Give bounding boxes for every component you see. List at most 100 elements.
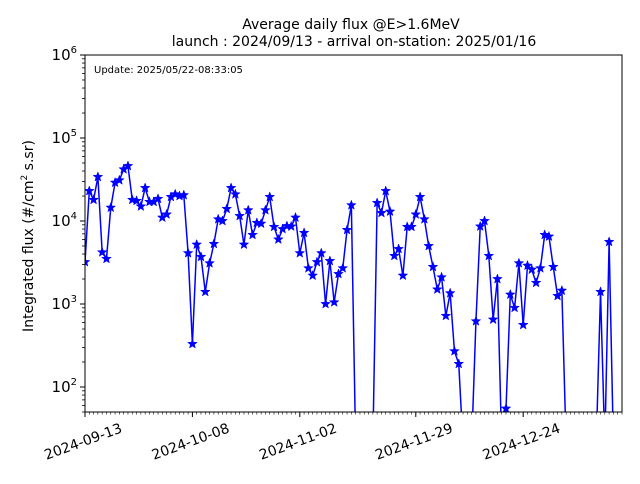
x-tick-label: 2024-11-02 — [257, 421, 339, 464]
series-segment — [330, 261, 334, 302]
x-axis: 2024-09-13 2024-10-08 2024-11-02 2024-11-29… — [42, 412, 622, 464]
data-point-marker — [467, 440, 477, 449]
data-point-marker — [390, 251, 400, 260]
data-point-marker — [433, 284, 443, 293]
data-point-marker — [89, 195, 99, 204]
y-tick-label-exponent: 5 — [71, 128, 77, 139]
series-segment — [326, 261, 330, 304]
series-segment — [270, 197, 274, 227]
data-point-marker — [351, 440, 361, 449]
series-segment — [244, 210, 248, 244]
series-segment — [390, 212, 394, 256]
series-segment — [497, 279, 501, 445]
y-tick-label-base: 10 — [52, 378, 71, 396]
series-segment — [351, 205, 355, 445]
series-segment — [459, 364, 463, 445]
series-segment — [106, 208, 110, 259]
data-point-marker — [510, 303, 520, 312]
y-tick-label-base: 10 — [52, 129, 71, 147]
series-segment — [184, 195, 188, 253]
series-segment — [519, 263, 523, 325]
series-segment — [562, 291, 566, 445]
data-point-marker — [321, 299, 331, 308]
y-tick-label-exponent: 6 — [71, 45, 77, 56]
series-segment — [549, 237, 553, 267]
series-segment — [472, 321, 476, 445]
data-point-marker — [295, 248, 305, 257]
series-segment — [343, 230, 347, 268]
y-tick-label-exponent: 4 — [71, 211, 77, 222]
series-segment — [609, 242, 613, 445]
data-point-marker — [188, 339, 198, 348]
data-point-marker — [248, 230, 258, 239]
data-point-marker — [308, 271, 318, 280]
series-segment — [128, 166, 132, 200]
data-point-marker — [222, 204, 232, 213]
chart-subtitle: launch : 2024/09/13 - arrival on-station… — [172, 34, 537, 50]
data-point-marker — [531, 278, 541, 287]
series-segment — [424, 219, 428, 246]
marker-layer — [80, 161, 618, 449]
y-tick-label-exponent: 3 — [71, 294, 77, 305]
x-tick-label: 2024-10-08 — [150, 421, 232, 464]
series-segment — [98, 177, 102, 252]
data-point-marker — [201, 287, 211, 296]
series-segment — [540, 235, 544, 268]
data-point-marker — [97, 247, 107, 256]
y-tick-label: 102 — [52, 377, 77, 396]
series-segment — [485, 221, 489, 256]
update-note: Update: 2025/05/22-08:33:05 — [94, 65, 243, 76]
data-point-marker — [518, 320, 528, 329]
series-segment — [605, 242, 609, 445]
series-segment — [321, 253, 325, 304]
y-axis-label: Integrated flux (#/cm2 s.sr) — [20, 140, 37, 332]
y-axis-label-tail: s.sr) — [21, 140, 37, 175]
series-segment — [442, 277, 446, 316]
data-point-marker — [450, 346, 460, 355]
data-point-marker — [536, 263, 546, 272]
series-segment — [523, 266, 527, 325]
series-segment — [403, 227, 407, 276]
data-point-marker — [411, 209, 421, 218]
series-segment — [489, 256, 493, 320]
y-tick-label: 106 — [52, 45, 77, 64]
data-point-marker — [274, 234, 284, 243]
data-point-marker — [239, 240, 249, 249]
y-tick-label: 105 — [52, 128, 77, 147]
y-tick-label-base: 10 — [52, 46, 71, 64]
y-axis-label-main: Integrated flux (#/cm — [21, 181, 37, 332]
x-tick-label: 2024-12-24 — [481, 421, 563, 464]
series-segment — [601, 292, 605, 445]
series-segment — [85, 191, 89, 262]
data-point-marker — [304, 263, 314, 272]
data-point-marker — [377, 208, 387, 217]
data-point-marker — [261, 205, 271, 214]
x-tick-label: 2024-09-13 — [42, 421, 124, 464]
x-tick-label: 2024-11-29 — [373, 421, 455, 464]
data-point-marker — [600, 440, 610, 449]
data-point-marker — [312, 257, 322, 266]
y-tick-label: 104 — [52, 211, 77, 230]
series-segment — [493, 279, 497, 320]
series-segment — [553, 267, 557, 296]
series-segment — [188, 253, 192, 344]
data-point-marker — [286, 221, 296, 230]
data-point-marker — [609, 440, 619, 449]
chart-title: Average daily flux @E>1.6MeV — [242, 17, 460, 33]
data-point-marker — [561, 440, 571, 449]
data-point-marker — [488, 315, 498, 324]
series-segment — [201, 257, 205, 292]
series-segment — [450, 293, 454, 351]
series-segment — [296, 218, 300, 254]
series-segment — [373, 203, 377, 445]
data-point-marker — [329, 297, 339, 306]
series-segment — [205, 263, 209, 292]
series-segment — [506, 295, 510, 409]
y-tick-label-exponent: 2 — [71, 377, 77, 388]
series-segment — [192, 245, 196, 344]
series-segment — [476, 226, 480, 321]
series-segment — [334, 274, 338, 302]
data-point-marker — [398, 271, 408, 280]
